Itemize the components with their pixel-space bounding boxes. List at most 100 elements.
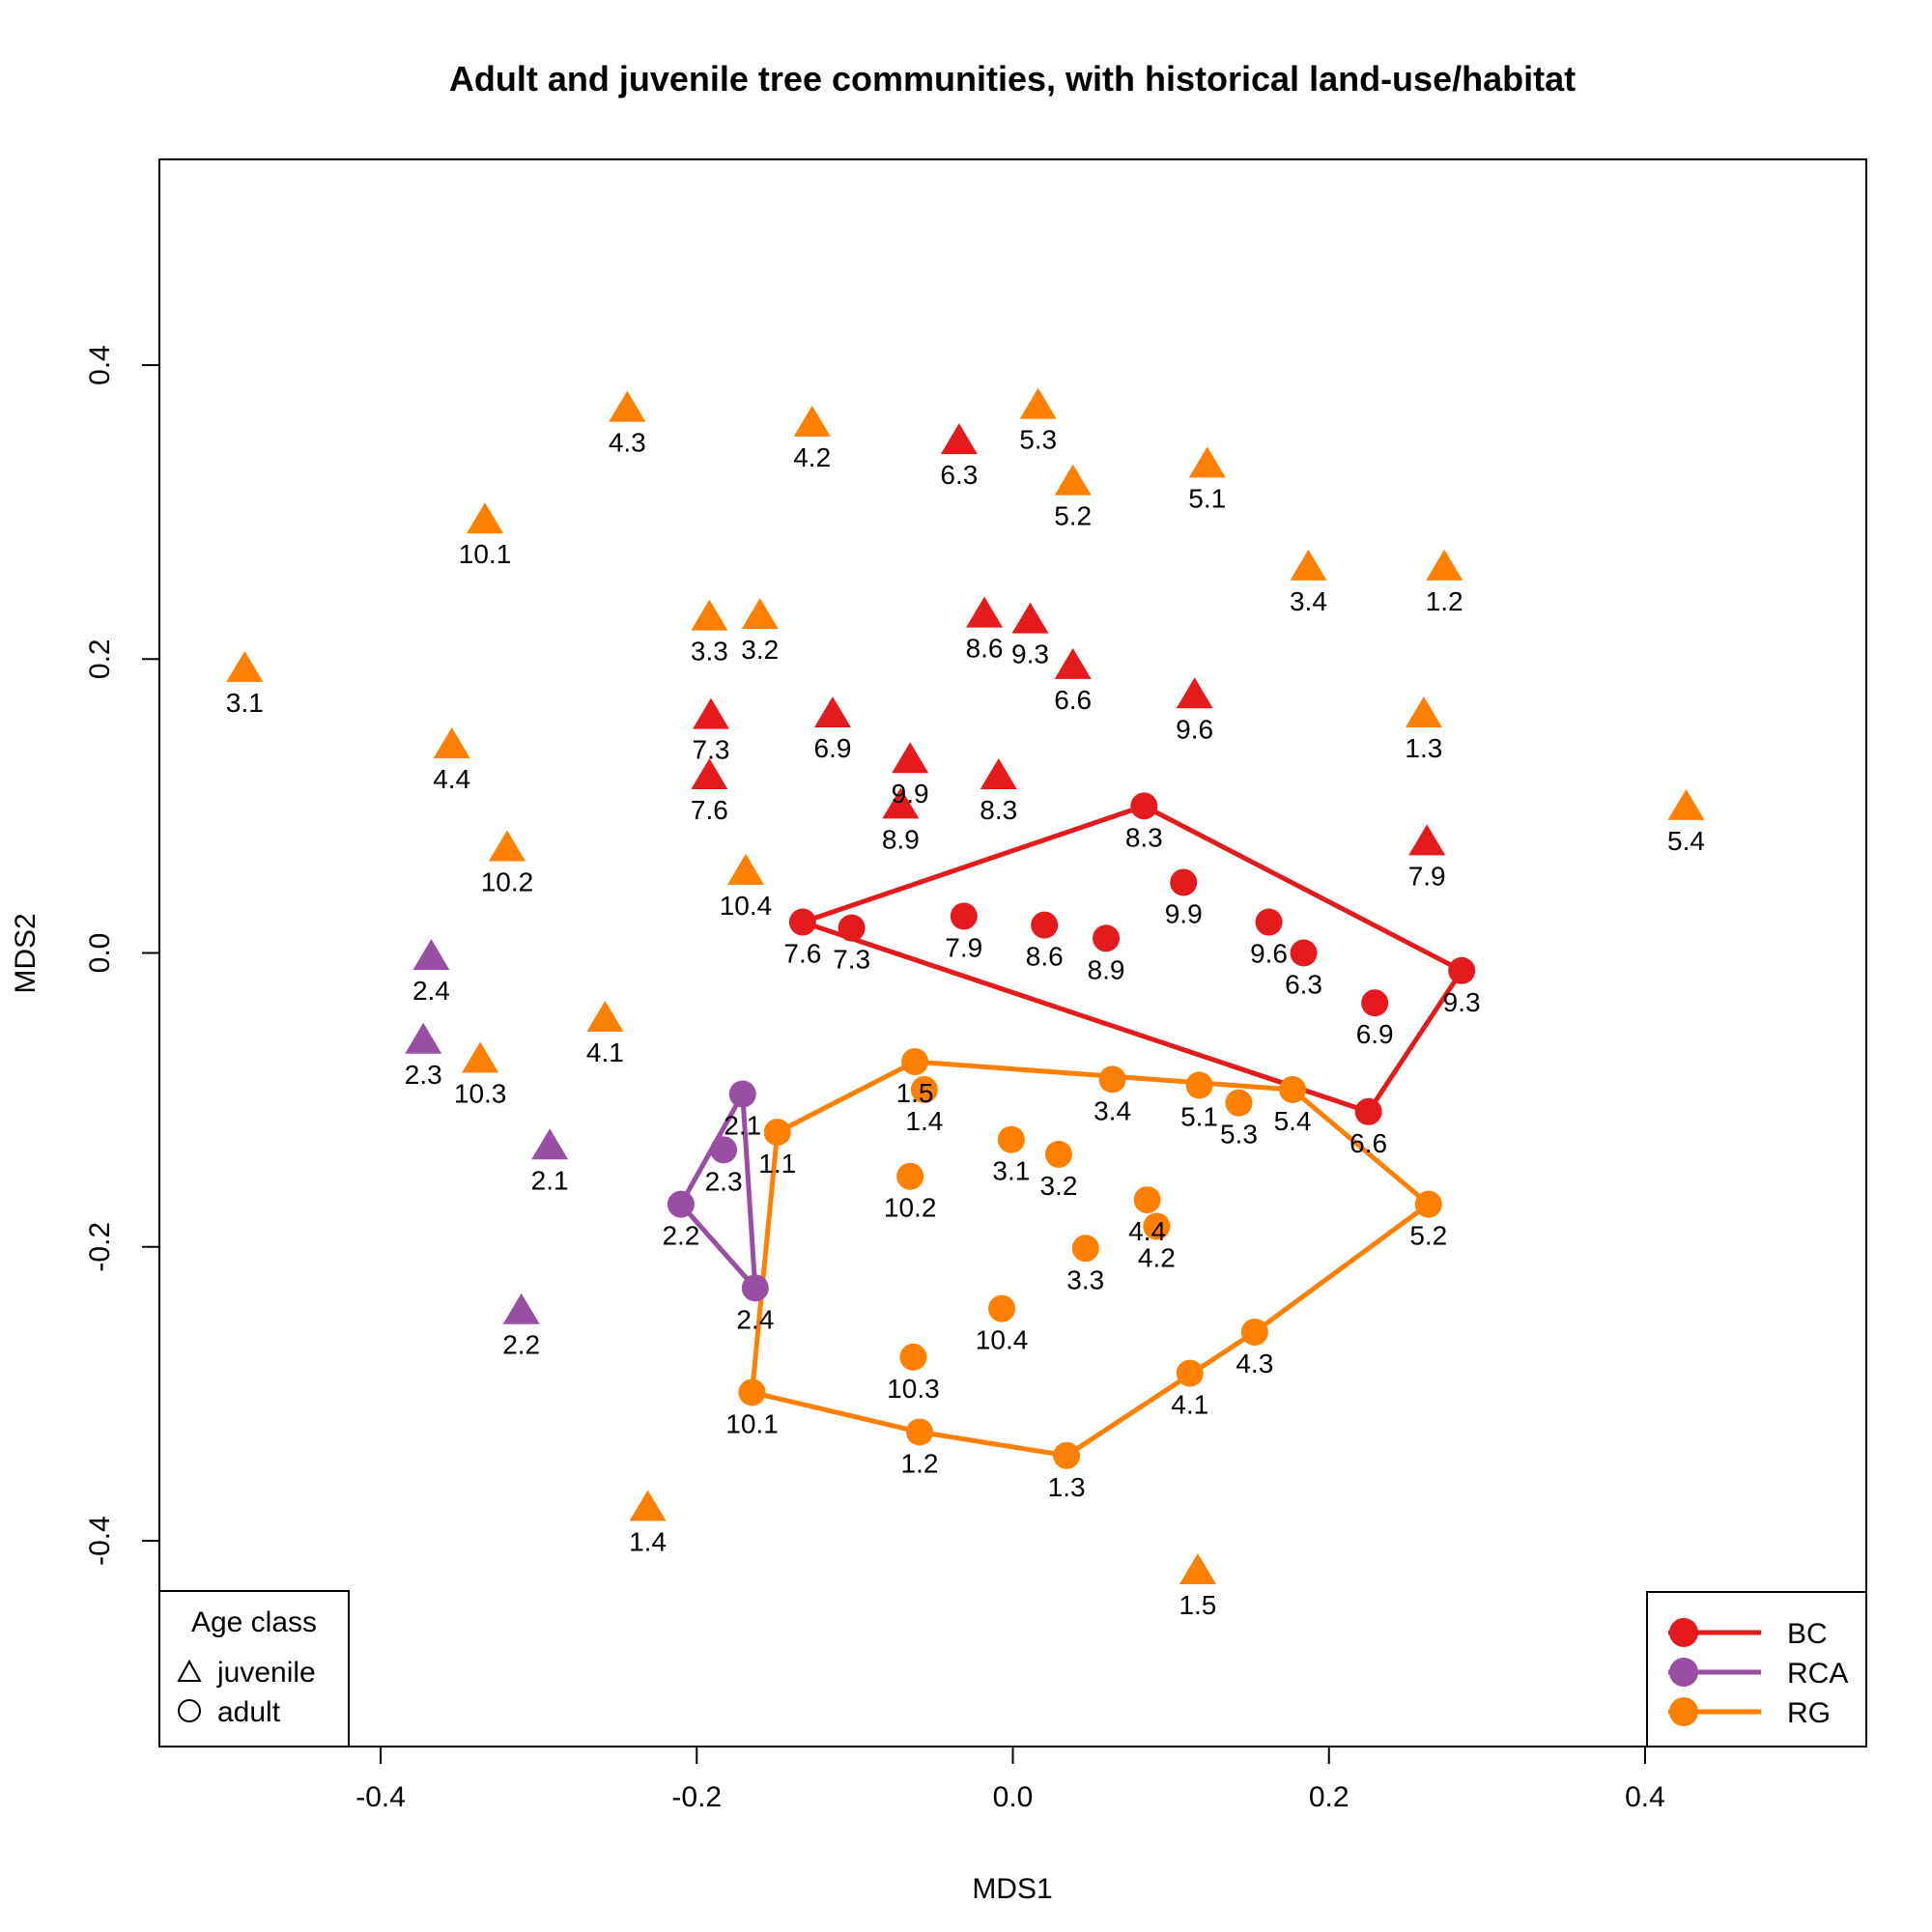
point-label: 5.3 <box>1220 1120 1258 1150</box>
point-label: 6.9 <box>1356 1019 1394 1049</box>
rg-juvenile-point <box>1405 696 1442 728</box>
point-label: 3.2 <box>1039 1171 1077 1201</box>
rg-adult-point <box>1053 1441 1081 1469</box>
rg-adult-point <box>1414 1190 1442 1218</box>
point-label: 7.3 <box>833 945 870 975</box>
rg-adult-point <box>1279 1075 1307 1103</box>
rg-juvenile-point <box>609 390 646 422</box>
x-tick-label: 0.4 <box>1625 1781 1665 1813</box>
rg-juvenile-point <box>1667 788 1705 820</box>
bc-juvenile-point <box>693 697 730 729</box>
point-label: 7.3 <box>693 735 730 765</box>
rg-adult-point <box>905 1418 933 1446</box>
bc-juvenile-point <box>980 757 1017 789</box>
bc-juvenile-point <box>1011 602 1049 634</box>
bc-juvenile-point <box>1054 647 1092 679</box>
rg-juvenile-point <box>1179 1552 1216 1584</box>
rg-juvenile-point <box>586 1000 624 1032</box>
bc-juvenile-point <box>940 423 978 455</box>
rca-adult-point <box>667 1190 695 1218</box>
rg-adult-point <box>1133 1186 1161 1214</box>
point-label: 7.6 <box>691 795 728 825</box>
point-label: 1.5 <box>896 1078 934 1108</box>
rg-adult-point <box>1143 1212 1171 1240</box>
point-label: 2.1 <box>724 1111 761 1141</box>
point-label: 5.2 <box>1409 1221 1447 1251</box>
age-legend-juvenile: juvenile <box>216 1657 316 1689</box>
age-legend-title: Age class <box>191 1606 317 1638</box>
point-label: 2.2 <box>502 1330 540 1360</box>
rg-adult-point <box>738 1378 766 1406</box>
point-label: 9.6 <box>1176 714 1213 744</box>
point-label: 8.9 <box>882 824 920 854</box>
rg-juvenile-point <box>467 502 504 534</box>
bc-juvenile-point <box>691 757 728 789</box>
rg-adult-point <box>1176 1359 1204 1387</box>
point-label: 10.3 <box>887 1374 940 1404</box>
rg-adult-point <box>763 1119 791 1147</box>
y-tick-label: -0.4 <box>84 1516 116 1566</box>
rg-adult-point <box>896 1162 924 1190</box>
point-label: 6.3 <box>1285 970 1322 1000</box>
point-label: 7.9 <box>945 932 982 962</box>
point-label: 7.6 <box>783 939 821 969</box>
habitat-legend-dot <box>1669 1697 1698 1726</box>
bc-adult-point <box>1361 989 1389 1017</box>
point-label: 1.3 <box>1405 733 1442 763</box>
point-label: 10.3 <box>454 1079 507 1109</box>
point-label: 4.3 <box>1236 1349 1273 1378</box>
rg-juvenile-point <box>1019 387 1057 419</box>
point-label: 1.2 <box>1426 586 1463 616</box>
point-label: 4.4 <box>1128 1216 1166 1246</box>
habitat-legend-label: RG <box>1787 1697 1831 1729</box>
point-label: 1.4 <box>905 1106 943 1136</box>
point-label: 10.2 <box>884 1193 937 1223</box>
rca-juvenile-point <box>502 1293 540 1324</box>
point-label: 2.4 <box>412 976 450 1006</box>
point-label: 5.4 <box>1667 826 1705 856</box>
rca-juvenile-point <box>531 1128 569 1160</box>
point-label: 3.3 <box>1066 1264 1104 1294</box>
point-labels: 7.6 7.3 7.9 8.6 8.98.39.99.66.39.36.96.62.12… <box>226 425 1705 1620</box>
bc-juvenile-point <box>1408 824 1446 856</box>
point-label: 8.6 <box>966 634 1004 664</box>
rg-juvenile-point <box>741 598 779 630</box>
point-label: 4.1 <box>586 1037 624 1067</box>
rg-juvenile-point <box>629 1490 667 1521</box>
point-label: 2.3 <box>705 1166 743 1196</box>
x-axis: -0.4 -0.2 0.0 0.2 0.4 <box>355 1746 1665 1813</box>
rg-adult-point <box>1240 1318 1268 1346</box>
rg-adult-point <box>988 1294 1016 1322</box>
rg-juvenile-point <box>488 830 526 862</box>
x-tick-label: -0.4 <box>355 1781 406 1813</box>
x-tick-label: -0.2 <box>671 1781 722 1813</box>
x-tick-label: 0.0 <box>993 1781 1034 1813</box>
point-label: 9.6 <box>1250 939 1288 969</box>
point-label: 9.3 <box>1443 987 1481 1017</box>
circle-icon <box>178 1699 201 1722</box>
rg-adult-point <box>899 1343 927 1371</box>
point-label: 5.3 <box>1019 425 1057 455</box>
rg-juvenile-point <box>462 1041 499 1073</box>
rca-adult-point <box>741 1274 769 1302</box>
rg-adult-point <box>1044 1140 1072 1168</box>
rca-juvenile-point <box>412 939 450 971</box>
age-class-legend: Age class juvenile adult <box>158 1590 350 1747</box>
rg-juvenile-point <box>691 599 728 631</box>
triangle-icon <box>177 1659 202 1682</box>
point-label: 2.2 <box>662 1221 699 1251</box>
rg-adult-point <box>901 1048 929 1076</box>
point-label: 5.1 <box>1180 1101 1218 1131</box>
habitat-legend-label: RCA <box>1787 1658 1848 1690</box>
point-label: 1.4 <box>629 1527 667 1557</box>
point-label: 8.3 <box>1125 822 1163 852</box>
point-label: 8.6 <box>1026 942 1064 972</box>
bc-adult-point <box>1354 1097 1382 1125</box>
point-label: 2.3 <box>405 1060 442 1090</box>
point-label: 9.9 <box>892 779 929 809</box>
point-label: 4.2 <box>1138 1242 1176 1272</box>
bc-adult-point <box>838 914 866 942</box>
rg-juvenile-point <box>226 650 264 682</box>
y-tick-label: -0.2 <box>84 1222 116 1272</box>
